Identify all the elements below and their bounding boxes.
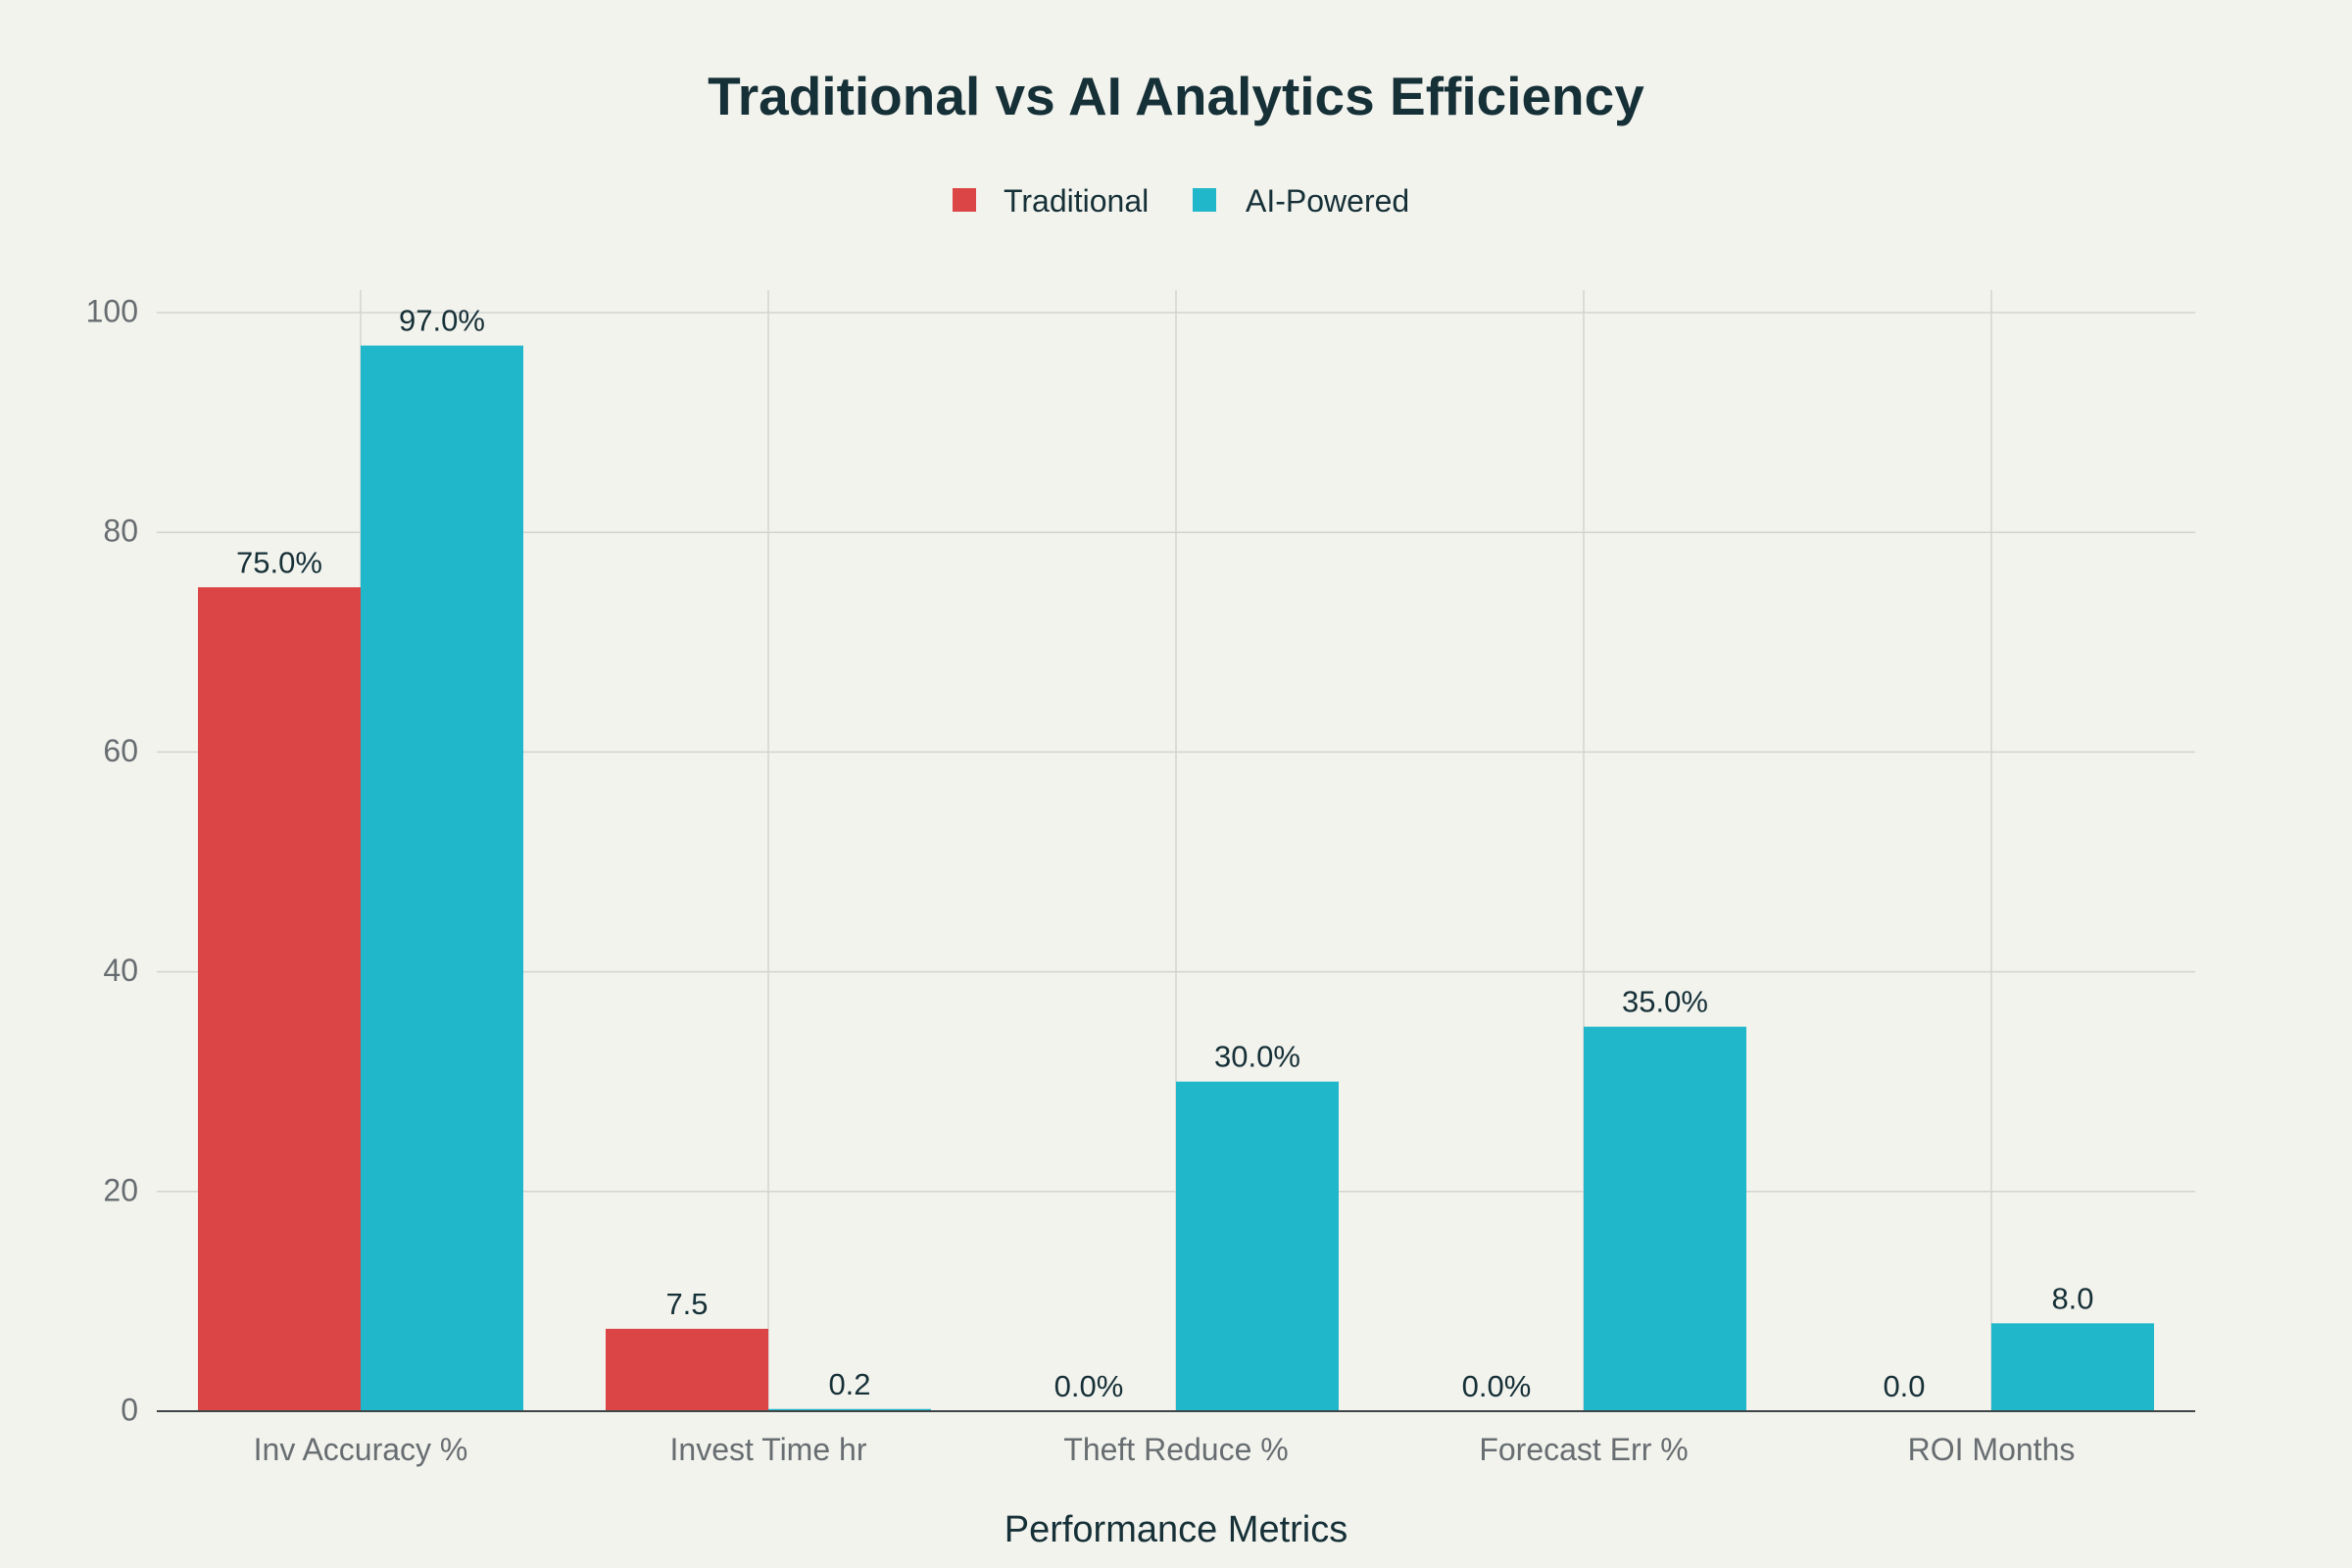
x-axis-title: Performance Metrics — [1004, 1509, 1348, 1550]
bar-ai-powered-0 — [361, 345, 523, 1411]
y-tick-label: 40 — [103, 953, 138, 988]
legend-swatch-traditional — [953, 188, 976, 212]
y-tick-label: 20 — [103, 1172, 138, 1207]
data-label-ai-powered-0: 97.0% — [399, 304, 485, 338]
legend: Traditional AI-Powered — [953, 183, 1409, 219]
data-label-ai-powered-1: 0.2 — [828, 1367, 870, 1401]
legend-label-traditional: Traditional — [1004, 183, 1149, 219]
bar-ai-powered-4 — [1991, 1323, 2154, 1411]
chart-title: Traditional vs AI Analytics Efficiency — [708, 66, 1644, 126]
bar-ai-powered-2 — [1176, 1081, 1339, 1411]
legend-swatch-ai-powered — [1193, 188, 1216, 212]
x-tick-label: ROI Months — [1908, 1432, 2076, 1467]
y-tick-label: 100 — [86, 293, 138, 328]
bar-traditional-0 — [198, 587, 361, 1411]
data-label-traditional-4: 0.0 — [1883, 1369, 1925, 1403]
data-labels-layer: 75.0% 7.5 0.0% 0.0% 0.0 97.0% 0.2 30.0% 35.0% 8.0 — [236, 304, 2094, 1403]
x-tick-label: Inv Accuracy % — [254, 1432, 468, 1467]
data-label-ai-powered-4: 8.0 — [2051, 1281, 2093, 1315]
legend-label-ai-powered: AI-Powered — [1246, 183, 1409, 219]
y-tick-label: 80 — [103, 514, 138, 549]
bar-ai-powered-1 — [768, 1408, 931, 1411]
data-label-traditional-0: 75.0% — [236, 545, 322, 579]
data-label-traditional-2: 0.0% — [1054, 1369, 1124, 1403]
x-tick-label: Theft Reduce % — [1063, 1432, 1288, 1467]
bar-ai-powered-3 — [1584, 1026, 1746, 1411]
x-tick-label: Forecast Err % — [1479, 1432, 1688, 1467]
data-label-ai-powered-2: 30.0% — [1214, 1040, 1300, 1074]
data-label-ai-powered-3: 35.0% — [1622, 985, 1708, 1019]
bar-traditional-1 — [606, 1328, 768, 1411]
x-tick-label: Invest Time hr — [670, 1432, 867, 1467]
axis-layer: 0 20 40 60 80 100 Inv Accuracy % Invest Time hr… — [86, 293, 2195, 1467]
y-tick-label: 60 — [103, 733, 138, 768]
data-label-traditional-1: 7.5 — [665, 1287, 708, 1321]
y-tick-label: 0 — [121, 1392, 138, 1427]
data-label-traditional-3: 0.0% — [1462, 1369, 1532, 1403]
bars-layer — [198, 345, 2154, 1411]
